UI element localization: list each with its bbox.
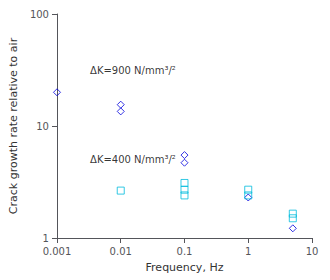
svg-text:ΔK=400 N/mm³/²: ΔK=400 N/mm³/² xyxy=(90,154,176,165)
svg-text:10: 10 xyxy=(36,121,49,132)
svg-text:Frequency, Hz: Frequency, Hz xyxy=(146,261,224,274)
svg-text:10: 10 xyxy=(306,246,319,257)
svg-text:Crack growth rate relative to: Crack growth rate relative to air xyxy=(7,37,20,214)
svg-text:100: 100 xyxy=(30,9,49,20)
svg-text:1: 1 xyxy=(43,233,49,244)
svg-text:0.1: 0.1 xyxy=(177,246,193,257)
svg-text:0.001: 0.001 xyxy=(43,246,72,257)
svg-text:1: 1 xyxy=(245,246,251,257)
svg-text:0.01: 0.01 xyxy=(110,246,132,257)
svg-text:ΔK=900 N/mm³/²: ΔK=900 N/mm³/² xyxy=(90,65,176,76)
